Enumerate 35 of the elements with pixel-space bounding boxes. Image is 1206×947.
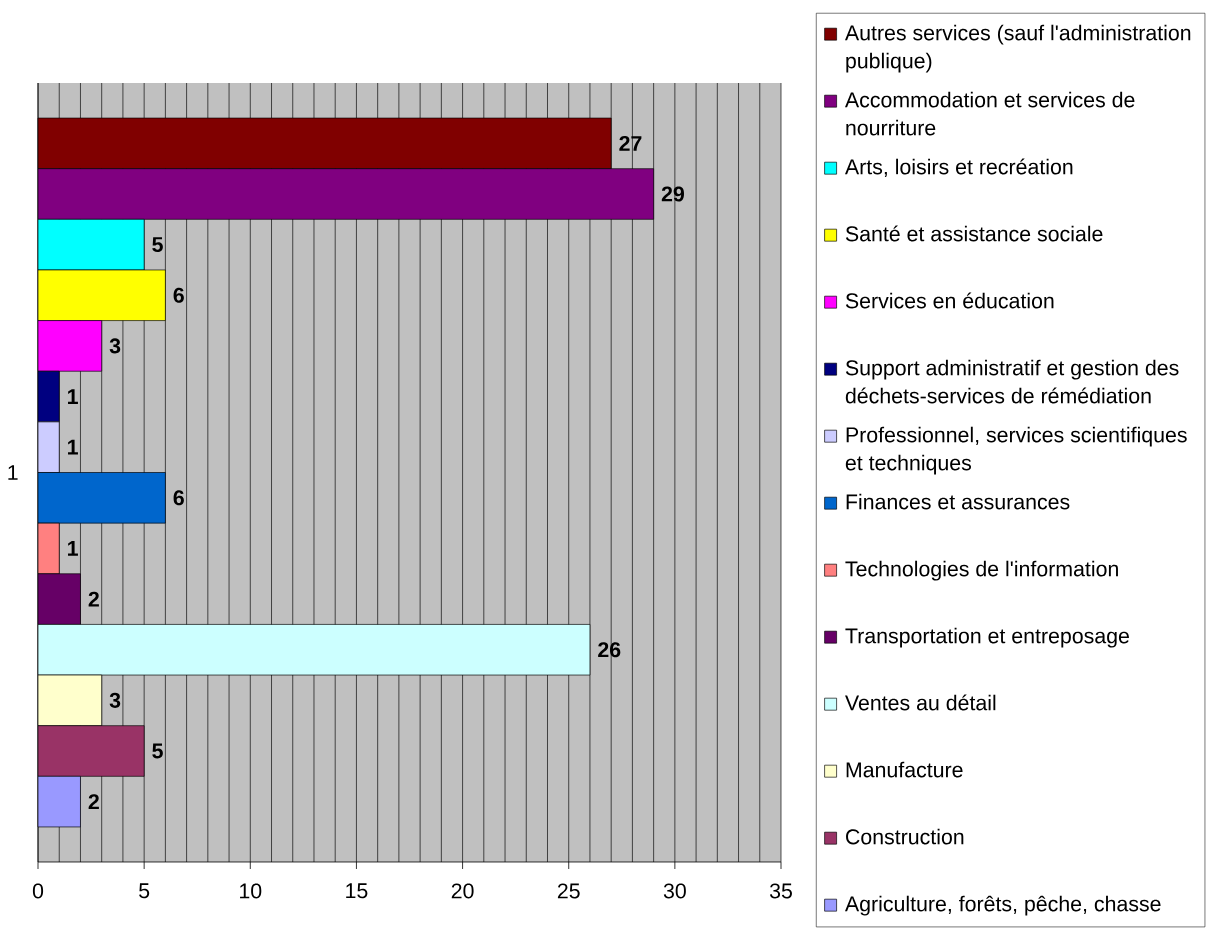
data-label: 2 [88, 794, 99, 810]
data-label: 1 [68, 389, 78, 404]
legend-label: Services en éducation [845, 292, 1054, 309]
x-tick-label: 0 [32, 883, 44, 899]
legend-label: Autres services (sauf l'administration publique) [844, 24, 1191, 73]
x-tick-label: 15 [346, 883, 368, 899]
legend-label: Arts, loisirs et recréation [844, 158, 1073, 177]
data-label: 6 [173, 490, 184, 506]
legend-label: Agriculture, forêts, pêche, chasse [844, 895, 1161, 916]
legend-label: Technologies de l'information [845, 560, 1118, 581]
legend-label: Transportation et entreposage [845, 627, 1129, 648]
legend-label: Accommodation et services de nourriture [844, 91, 1135, 136]
legend-label: Support administratif et gestion des déchets-services de rémédiation [845, 359, 1179, 404]
data-label: 6 [173, 287, 184, 303]
data-label: 1 [68, 541, 78, 556]
legend-label: Construction [846, 828, 964, 845]
data-label: 3 [109, 338, 121, 354]
x-tick-label: 5 [139, 883, 150, 899]
data-label: 5 [152, 237, 163, 253]
legend-label: Manufacture [846, 761, 963, 778]
x-tick-label: 30 [663, 883, 686, 899]
x-tick-label: 25 [557, 883, 580, 899]
legend-label: Santé et assistance sociale [845, 225, 1103, 242]
x-tick-label: 20 [451, 883, 474, 899]
data-label: 29 [661, 186, 684, 202]
data-label: 2 [88, 591, 99, 607]
legend-label: Finances et assurances [846, 493, 1070, 510]
data-label: 3 [109, 692, 121, 708]
data-label: 5 [152, 743, 163, 759]
x-tick-label: 35 [769, 883, 792, 899]
data-label: 26 [598, 642, 621, 658]
legend-label: Professionnel, services scientifiques et techniques [845, 426, 1187, 475]
x-tick-label: 10 [240, 883, 262, 899]
data-label: 1 [68, 439, 78, 455]
legend-label: Ventes au détail [845, 694, 996, 711]
